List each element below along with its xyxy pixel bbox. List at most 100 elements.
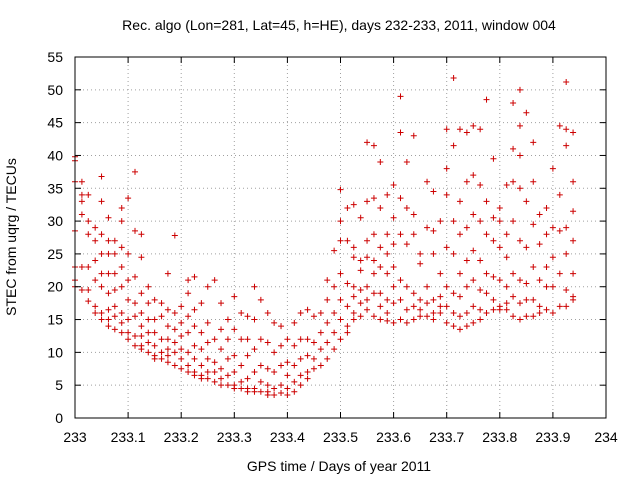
data-point: [105, 316, 112, 323]
data-point: [238, 362, 245, 369]
data-point: [271, 369, 278, 376]
data-point: [132, 227, 139, 234]
data-point: [403, 306, 410, 313]
data-point: [477, 126, 484, 133]
data-point: [503, 181, 510, 188]
data-point: [556, 270, 563, 277]
data-point: [384, 231, 391, 238]
data-point: [403, 319, 410, 326]
data-point: [570, 270, 577, 277]
data-point: [111, 326, 118, 333]
data-point: [151, 316, 158, 323]
data-point: [92, 257, 99, 264]
data-point: [145, 316, 152, 323]
data-point: [151, 355, 158, 362]
data-point: [111, 270, 118, 277]
data-point: [331, 247, 338, 254]
grid-lines: [75, 57, 606, 418]
data-point: [417, 313, 424, 320]
data-point: [523, 296, 530, 303]
data-point: [244, 375, 251, 382]
data-point: [403, 159, 410, 166]
data-point: [430, 296, 437, 303]
data-point: [384, 250, 391, 257]
data-point: [304, 369, 311, 376]
data-point: [271, 392, 278, 399]
data-point: [278, 390, 285, 397]
data-point: [211, 336, 218, 343]
data-point: [390, 264, 397, 271]
data-point: [377, 159, 384, 166]
data-point: [304, 306, 311, 313]
data-point: [111, 287, 118, 294]
data-point: [357, 267, 364, 274]
data-point: [364, 139, 371, 146]
data-point: [377, 264, 384, 271]
data-point: [516, 316, 523, 323]
data-point: [132, 300, 139, 307]
data-point: [158, 336, 165, 343]
data-point: [417, 296, 424, 303]
data-point: [483, 198, 490, 205]
data-point: [105, 306, 112, 313]
data-point: [98, 309, 105, 316]
data-point: [510, 270, 517, 277]
data-point: [138, 309, 145, 316]
chart-title: Rec. algo (Lon=281, Lat=45, h=HE), days …: [122, 17, 556, 33]
data-point: [337, 336, 344, 343]
data-point: [151, 329, 158, 336]
data-point: [397, 277, 404, 284]
data-point: [470, 122, 477, 129]
data-point: [430, 316, 437, 323]
data-point: [251, 388, 258, 395]
data-point: [191, 323, 198, 330]
data-point: [424, 313, 431, 320]
y-tick-label: 0: [55, 410, 63, 426]
data-point: [251, 346, 258, 353]
data-point: [224, 316, 231, 323]
data-point: [364, 296, 371, 303]
data-point: [549, 224, 556, 231]
data-point: [516, 86, 523, 93]
data-point: [357, 257, 364, 264]
data-point: [98, 270, 105, 277]
data-point: [278, 362, 285, 369]
data-point: [556, 227, 563, 234]
data-point: [185, 362, 192, 369]
data-point: [490, 296, 497, 303]
data-point: [238, 336, 245, 343]
data-point: [284, 372, 291, 379]
x-tick-label: 233.9: [535, 429, 570, 445]
data-point: [132, 168, 139, 175]
data-point: [443, 126, 450, 133]
data-point: [337, 270, 344, 277]
data-point: [370, 231, 377, 238]
data-point: [191, 342, 198, 349]
data-point: [523, 280, 530, 287]
data-point: [483, 309, 490, 316]
y-tick-label: 25: [47, 246, 63, 262]
data-point: [516, 152, 523, 159]
data-point: [344, 280, 351, 287]
data-point: [185, 369, 192, 376]
data-point: [364, 306, 371, 313]
data-point: [171, 309, 178, 316]
data-point: [244, 336, 251, 343]
data-point: [543, 306, 550, 313]
data-point: [138, 332, 145, 339]
data-point: [456, 198, 463, 205]
data-point: [430, 309, 437, 316]
data-point: [563, 250, 570, 257]
data-point: [510, 313, 517, 320]
data-point: [158, 313, 165, 320]
data-point: [317, 362, 324, 369]
data-point: [397, 195, 404, 202]
data-point: [191, 306, 198, 313]
data-point: [138, 323, 145, 330]
data-point: [516, 277, 523, 284]
data-point: [490, 155, 497, 162]
data-point: [556, 191, 563, 198]
data-point: [570, 208, 577, 215]
data-point: [377, 244, 384, 251]
